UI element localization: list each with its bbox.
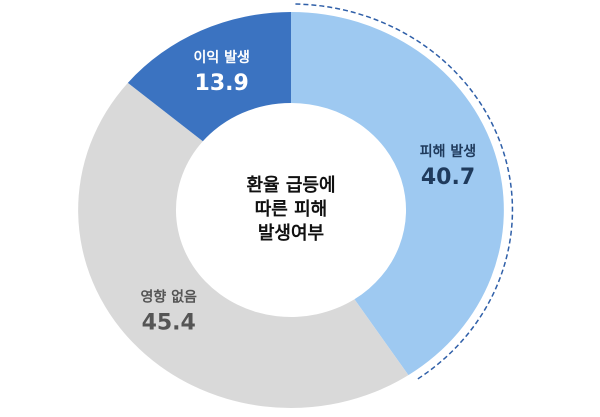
donut-segment — [78, 82, 409, 408]
segment-value: 45.4 — [142, 311, 196, 336]
center-title: 발생여부 — [258, 223, 324, 244]
segment-label: 영향 없음 — [141, 289, 198, 306]
donut-segment — [291, 12, 504, 376]
segment-label: 이익 발생 — [193, 49, 249, 66]
center-title: 따른 피해 — [255, 199, 328, 220]
segment-value: 13.9 — [195, 71, 249, 96]
center-title: 환율 급등에 — [246, 174, 335, 196]
donut-segment — [127, 11, 292, 142]
highlight-arc — [295, 3, 514, 381]
segment-label: 피해 발생 — [420, 143, 476, 160]
segment-value: 40.7 — [421, 165, 475, 190]
